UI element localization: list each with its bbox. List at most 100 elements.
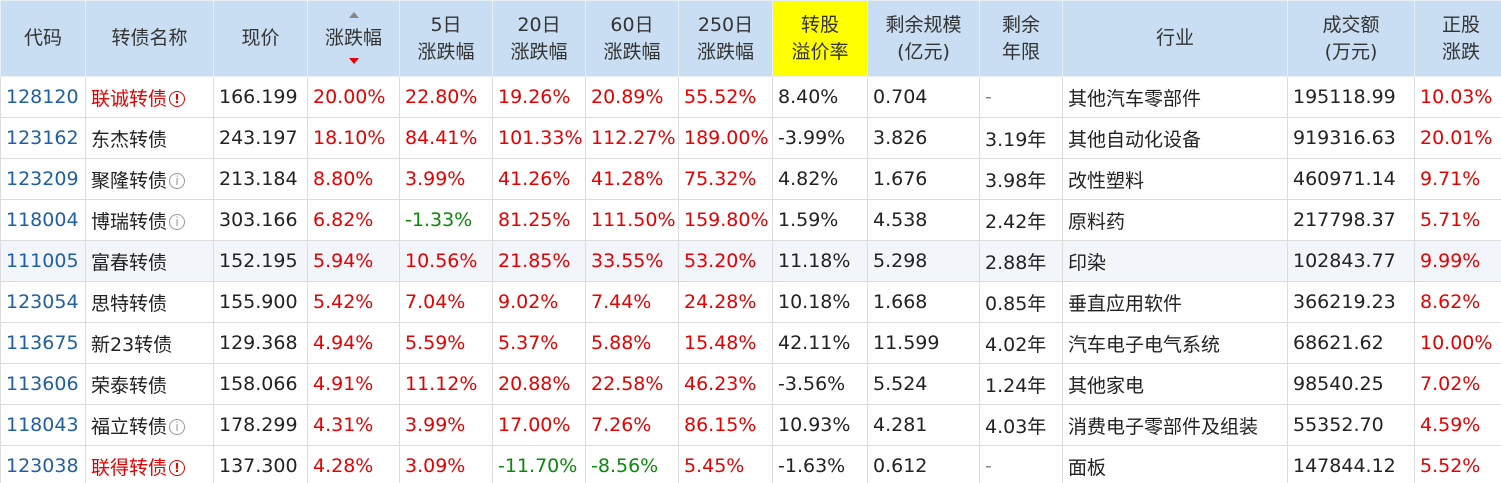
table-row[interactable]: 118004 博瑞转债 i 303.166 6.82% -1.33% 81.25% 111.5… xyxy=(0,199,1501,241)
table-row[interactable]: 111005 富春转债 152.195 5.94% 10.56% 21.85% 33.55%… xyxy=(0,240,1501,282)
amount-cell: 195118.99 xyxy=(1287,76,1415,118)
header-premium[interactable]: 转股 溢价率 xyxy=(772,0,868,77)
bond-code-link[interactable]: 123054 xyxy=(0,281,86,323)
change-d250-cell: 53.20% xyxy=(678,240,773,282)
header-20d-change[interactable]: 20日 涨跌幅 xyxy=(492,0,586,77)
header-amount[interactable]: 成交额 (万元) xyxy=(1287,0,1415,77)
bond-name[interactable]: 富春转债 xyxy=(91,251,168,274)
amount-cell: 366219.23 xyxy=(1287,281,1415,323)
table-row[interactable]: 113606 荣泰转债 158.066 4.91% 11.12% 20.88% 22.58%… xyxy=(0,363,1501,405)
bond-code-link[interactable]: 123209 xyxy=(0,158,86,200)
bond-name-cell[interactable]: 新23转债 xyxy=(85,322,214,364)
bond-name[interactable]: 新23转债 xyxy=(91,333,173,356)
bond-name-cell[interactable]: 博瑞转债 i xyxy=(85,199,214,241)
sort-asc-icon[interactable] xyxy=(348,12,359,18)
change-chg-cell: 6.82% xyxy=(307,199,400,241)
bond-name-cell[interactable]: 福立转债 i xyxy=(85,404,214,446)
bond-code-link[interactable]: 123162 xyxy=(0,117,86,159)
info-icon[interactable]: i xyxy=(169,172,186,189)
price-cell: 243.197 xyxy=(213,117,308,159)
price-cell: 152.195 xyxy=(213,240,308,282)
table-row[interactable]: 123209 聚隆转债 i 213.184 8.80% 3.99% 41.26% 41.28%… xyxy=(0,158,1501,200)
change-chg-cell: 4.31% xyxy=(307,404,400,446)
change-d5-cell: 10.56% xyxy=(399,240,493,282)
bond-name[interactable]: 思特转债 xyxy=(91,292,168,315)
bond-code-link[interactable]: 128120 xyxy=(0,76,86,118)
bond-name[interactable]: 联诚转债 xyxy=(91,87,168,110)
table-row[interactable]: 113675 新23转债 129.368 4.94% 5.59% 5.37% 5.88% 15… xyxy=(0,322,1501,364)
table-row[interactable]: 123054 思特转债 155.900 5.42% 7.04% 9.02% 7.44% 24.… xyxy=(0,281,1501,323)
alert-icon[interactable]: ! xyxy=(169,459,186,476)
industry-cell: 其他家电 xyxy=(1062,363,1288,405)
change-d20-cell: 81.25% xyxy=(492,199,586,241)
price-cell: 129.368 xyxy=(213,322,308,364)
bond-name-cell[interactable]: 聚隆转债 i xyxy=(85,158,214,200)
industry-cell: 其他自动化设备 xyxy=(1062,117,1288,159)
bond-name-cell[interactable]: 荣泰转债 xyxy=(85,363,214,405)
bond-name[interactable]: 聚隆转债 xyxy=(91,169,168,192)
stock-change-cell: 7.02% xyxy=(1414,363,1501,405)
bond-code-link[interactable]: 123038 xyxy=(0,445,86,483)
bond-code-link[interactable]: 113675 xyxy=(0,322,86,364)
premium-cell: 10.18% xyxy=(772,281,868,323)
industry-cell: 消费电子零部件及组装 xyxy=(1062,404,1288,446)
table-row[interactable]: 123162 东杰转债 243.197 18.10% 84.41% 101.33% 112.… xyxy=(0,117,1501,159)
change-d20-cell: 41.26% xyxy=(492,158,586,200)
header-scale[interactable]: 剩余规模 (亿元) xyxy=(867,0,980,77)
alert-icon[interactable]: ! xyxy=(169,90,186,107)
header-5d-change[interactable]: 5日 涨跌幅 xyxy=(399,0,493,77)
change-d5-cell: 3.99% xyxy=(399,404,493,446)
bond-name-cell[interactable]: 东杰转债 xyxy=(85,117,214,159)
industry-cell: 其他汽车零部件 xyxy=(1062,76,1288,118)
stock-change-cell: 20.01% xyxy=(1414,117,1501,159)
table-row[interactable]: 123038 联得转债! 137.300 4.28% 3.09% -11.70% -8.56… xyxy=(0,445,1501,483)
bond-name-cell[interactable]: 思特转债 xyxy=(85,281,214,323)
header-250d-change[interactable]: 250日 涨跌幅 xyxy=(678,0,773,77)
change-chg-cell: 4.94% xyxy=(307,322,400,364)
bond-name-cell[interactable]: 富春转债 xyxy=(85,240,214,282)
header-stock-change[interactable]: 正股 涨跌 xyxy=(1414,0,1501,77)
bond-name[interactable]: 东杰转债 xyxy=(91,128,168,151)
bond-code-link[interactable]: 118004 xyxy=(0,199,86,241)
stock-change-cell: 9.71% xyxy=(1414,158,1501,200)
amount-cell: 460971.14 xyxy=(1287,158,1415,200)
change-d250-cell: 5.45% xyxy=(678,445,773,483)
bond-name[interactable]: 博瑞转债 xyxy=(91,210,168,233)
years-cell: - xyxy=(979,76,1063,118)
price-cell: 166.199 xyxy=(213,76,308,118)
header-name[interactable]: 转债名称 xyxy=(85,0,214,77)
bond-name-cell[interactable]: 联得转债! xyxy=(85,445,214,483)
years-cell: 0.85年 xyxy=(979,281,1063,323)
table-body: 128120 联诚转债! 166.199 20.00% 22.80% 19.26% 20.8… xyxy=(0,76,1501,483)
table-row[interactable]: 118043 福立转债 i 178.299 4.31% 3.99% 17.00% 7.26% 8… xyxy=(0,404,1501,446)
bond-name[interactable]: 联得转债 xyxy=(91,456,168,479)
change-d20-cell: -11.70% xyxy=(492,445,586,483)
premium-cell: 4.82% xyxy=(772,158,868,200)
scale-cell: 3.826 xyxy=(867,117,980,159)
change-chg-cell: 8.80% xyxy=(307,158,400,200)
industry-cell: 原料药 xyxy=(1062,199,1288,241)
header-change-sorted[interactable]: 涨跌幅 xyxy=(307,0,400,77)
header-60d-change[interactable]: 60日 涨跌幅 xyxy=(585,0,679,77)
header-code[interactable]: 代码 xyxy=(0,0,86,77)
header-price[interactable]: 现价 xyxy=(213,0,308,77)
amount-cell: 102843.77 xyxy=(1287,240,1415,282)
bond-name[interactable]: 福立转债 xyxy=(91,415,168,438)
change-d250-cell: 24.28% xyxy=(678,281,773,323)
table-row[interactable]: 128120 联诚转债! 166.199 20.00% 22.80% 19.26% 20.8… xyxy=(0,76,1501,118)
bond-code-link[interactable]: 111005 xyxy=(0,240,86,282)
bond-code-link[interactable]: 113606 xyxy=(0,363,86,405)
price-cell: 303.166 xyxy=(213,199,308,241)
bond-code-link[interactable]: 118043 xyxy=(0,404,86,446)
header-industry[interactable]: 行业 xyxy=(1062,0,1288,77)
header-years[interactable]: 剩余 年限 xyxy=(979,0,1063,77)
bond-name-cell[interactable]: 联诚转债! xyxy=(85,76,214,118)
info-icon[interactable]: i xyxy=(169,418,186,435)
bond-name[interactable]: 荣泰转债 xyxy=(91,374,168,397)
premium-cell: 8.40% xyxy=(772,76,868,118)
change-d5-cell: -1.33% xyxy=(399,199,493,241)
sort-desc-icon[interactable] xyxy=(348,58,359,64)
years-cell: 1.24年 xyxy=(979,363,1063,405)
info-icon[interactable]: i xyxy=(169,213,186,230)
